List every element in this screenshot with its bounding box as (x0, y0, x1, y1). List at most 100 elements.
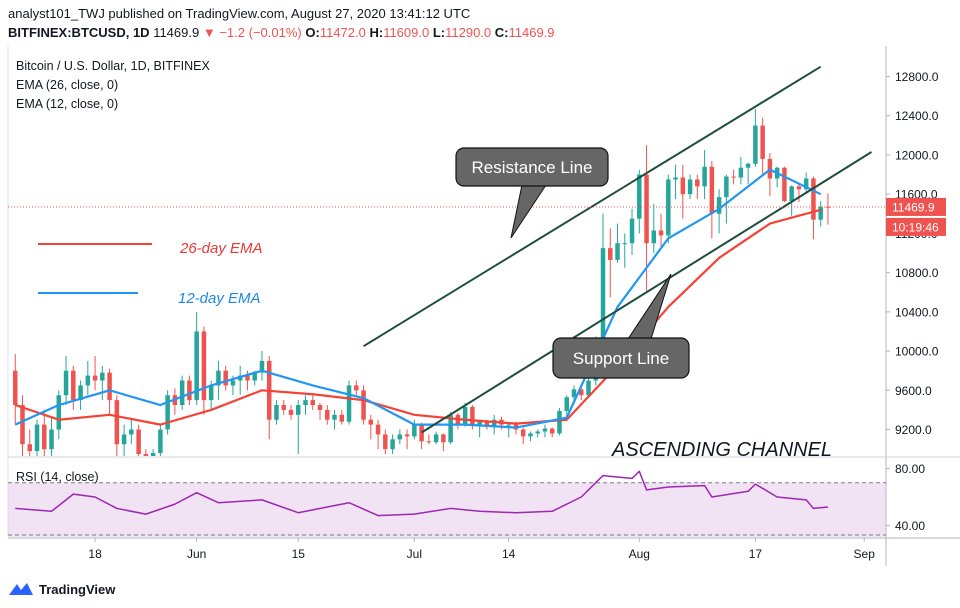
candle-body (753, 125, 758, 164)
candle-body (216, 370, 221, 386)
candle-body (150, 453, 156, 456)
candle-body (702, 166, 707, 187)
time-tick-label: Jun (187, 547, 206, 561)
resistance-callout-label: Resistance Line (472, 158, 593, 177)
candle-body (789, 186, 794, 202)
down-arrow-icon: ▼ (202, 25, 216, 40)
candle-body (724, 176, 729, 198)
candle-body (201, 331, 207, 401)
candle-body (143, 454, 149, 456)
price-tick-label: 12800.0 (895, 70, 939, 84)
last-price-tag (886, 197, 946, 216)
tradingview-footer[interactable]: TradingView (8, 579, 115, 599)
candle-body (317, 405, 323, 410)
price-tick-label: 10400.0 (895, 305, 939, 319)
open-label: O: (305, 25, 320, 40)
candle-body (535, 431, 540, 434)
candle-body (528, 433, 533, 437)
candle-body (85, 375, 91, 386)
price-tick-label: 9200.0 (895, 423, 932, 437)
tradingview-brand: TradingView (39, 581, 116, 597)
candle-body (179, 380, 185, 406)
candle-body (695, 179, 700, 187)
candle-body (274, 405, 279, 420)
candle-body (658, 230, 664, 236)
candle-body (433, 434, 439, 443)
time-tick-label: 15 (292, 547, 306, 561)
close-label: C: (494, 25, 509, 40)
candle-body (687, 179, 693, 195)
rsi-band-fill (8, 482, 886, 537)
candle-body (194, 331, 199, 401)
candle-body (477, 421, 482, 425)
ema26-key-label: 26-day EMA (179, 240, 263, 257)
candle-body (412, 424, 417, 437)
candle-body (651, 230, 657, 244)
high-label: H: (369, 25, 384, 40)
channel-upper-line (363, 65, 822, 348)
candle-body (303, 400, 308, 406)
resistance-callout-join (522, 183, 546, 185)
candle-body (484, 421, 490, 426)
ema12-line (14, 168, 822, 429)
candle-body (252, 372, 257, 381)
candle-body (390, 439, 395, 450)
low-value: 11290.0 (445, 25, 492, 40)
candle-body (796, 186, 802, 190)
candle-body (288, 409, 294, 415)
candle-body (165, 395, 170, 430)
rsi-legend: RSI (14, close) (16, 470, 99, 484)
candle-body (92, 375, 98, 381)
candle-body (332, 414, 337, 420)
candle-body (404, 434, 410, 437)
candle-body (281, 405, 286, 410)
price-tick-label: 10800.0 (895, 266, 939, 280)
time-tick-label: 14 (502, 547, 516, 561)
time-tick-label: 17 (749, 547, 763, 561)
candle-body (542, 428, 548, 432)
publish-line: analyst101_TWJ published on TradingView.… (8, 6, 471, 21)
price-tick-label: 12400.0 (895, 109, 939, 123)
candle-body (208, 385, 214, 401)
candle-body (716, 197, 722, 214)
resistance-callout-pointer (510, 184, 547, 239)
candle-body (578, 389, 584, 396)
candle-body (107, 372, 112, 401)
price-tick-label: 10000.0 (895, 345, 939, 359)
candle-body (158, 429, 163, 454)
candle-body (615, 243, 620, 260)
candle-body (637, 174, 642, 219)
candle-body (346, 385, 352, 422)
candle-body (78, 385, 83, 401)
series-legend: Bitcoin / U.S. Dollar, 1D, BITFINEX (16, 59, 210, 73)
symbol-ohlc-line: BITFINEX:BTCUSD, 1D 11469.9 ▼ −1.2 (−0.0… (8, 25, 555, 40)
countdown-tag-text: 10:19:46 (892, 220, 939, 234)
support-callout-label: Support Line (573, 349, 669, 368)
candle-body (419, 424, 424, 442)
price-tick-label: 9600.0 (895, 384, 932, 398)
time-tick-label: Sep (854, 547, 876, 561)
candle-body (586, 380, 591, 396)
candle-body (129, 429, 134, 435)
high-value: 11609.0 (383, 25, 430, 40)
candle-body (27, 444, 33, 452)
open-value: 11472.0 (319, 25, 366, 40)
candle-body (600, 248, 606, 358)
candle-body (803, 178, 809, 190)
candle-body (644, 174, 649, 244)
candle-body (230, 380, 236, 386)
candle-body (680, 177, 686, 195)
candle-body (738, 167, 744, 178)
candle-body (121, 434, 127, 445)
candle-body (383, 434, 388, 450)
time-tick-label: Jul (407, 547, 422, 561)
last-price: 11469.9 (153, 25, 200, 40)
candle-body (114, 400, 120, 445)
resistance-callout-box (455, 147, 609, 187)
candle-body (709, 166, 715, 214)
candle-body (100, 372, 105, 381)
candle-body (441, 434, 446, 443)
candle-body (245, 375, 250, 381)
candle-body (549, 428, 555, 434)
